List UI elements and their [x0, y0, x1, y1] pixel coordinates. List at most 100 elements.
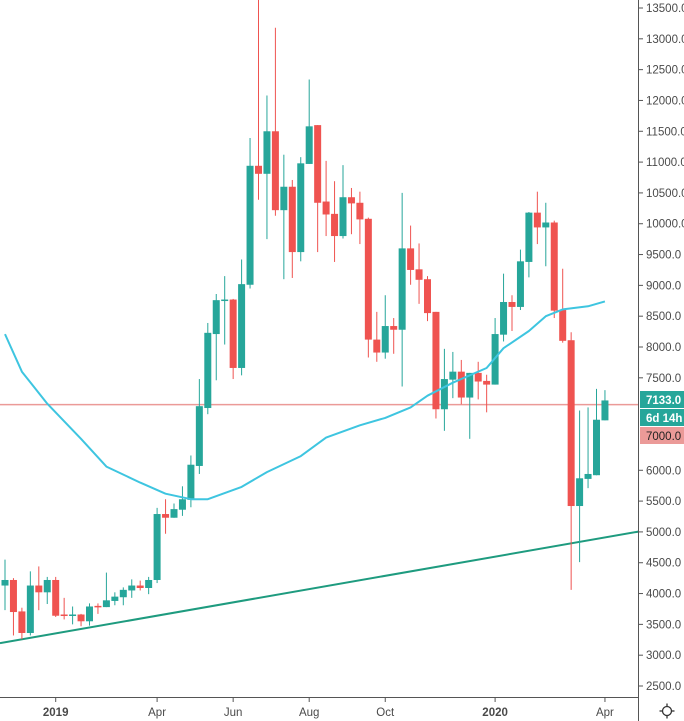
x-tick-label: 2019 [43, 707, 69, 719]
x-tick-label: Apr [596, 707, 614, 719]
y-tick-label: 11000.0 [646, 157, 684, 169]
price-tags: 7133.0 6d 14h 7000.0 [640, 391, 684, 444]
candle-body [60, 614, 68, 617]
candle-down [415, 243, 423, 304]
candle-body [271, 131, 279, 211]
candle-body [212, 300, 220, 335]
candle-down [9, 578, 17, 636]
gear-icon [659, 703, 675, 719]
candle-body [52, 579, 60, 616]
candle-down [567, 332, 575, 590]
candle-body [221, 299, 229, 302]
time-axis[interactable]: 2019 Apr Jun Aug Oct 2020 Apr [43, 697, 614, 719]
candle-body [550, 222, 558, 311]
y-tick-label: 7500.0 [646, 373, 681, 385]
candle-body [474, 372, 482, 382]
last-price-label: 7133.0 [646, 395, 681, 407]
candle-down [77, 613, 85, 627]
candle-body [86, 606, 93, 622]
candle-up [516, 249, 524, 311]
candle-down [322, 160, 330, 237]
candle-body [559, 310, 567, 341]
candle-body [516, 261, 524, 307]
candle-up [280, 154, 288, 280]
candle-up [491, 318, 499, 385]
plot-layer [0, 0, 638, 645]
candle-body [449, 371, 457, 380]
candle-body [77, 614, 85, 622]
candle-body [119, 589, 127, 598]
candle-body [229, 299, 237, 368]
candle-down [35, 566, 43, 611]
candle-up [466, 372, 474, 439]
candle-down [52, 576, 60, 617]
x-tick-label: 2020 [482, 707, 508, 719]
candle-up [525, 212, 533, 278]
candle-down [364, 217, 372, 358]
candle-body [398, 248, 406, 330]
candle-up [170, 503, 178, 518]
candle-up [26, 571, 34, 636]
candle-body [35, 585, 43, 593]
candle-body [26, 585, 34, 633]
candle-up [43, 576, 51, 605]
trendline [0, 530, 638, 645]
candle-body [533, 212, 541, 228]
candle-body [280, 186, 288, 211]
y-tick-label: 5500.0 [646, 496, 681, 508]
candle-body [136, 585, 144, 588]
candle-body [1, 579, 9, 586]
candle-body [195, 406, 203, 466]
candle-down [424, 276, 431, 322]
candle-body [440, 379, 448, 410]
plot-area [0, 0, 638, 645]
y-tick-label: 8500.0 [646, 311, 681, 323]
candle-body [542, 222, 550, 228]
candle-up [102, 572, 110, 608]
candle-down [508, 295, 516, 331]
y-tick-label: 9500.0 [646, 250, 681, 262]
candle-body [246, 165, 254, 285]
price-axis[interactable]: 13500.0 13000.0 12500.0 12000.0 11500.0 11000… [638, 3, 684, 693]
y-tick-label: 5000.0 [646, 527, 681, 539]
candle-up [584, 407, 592, 489]
candle-body [102, 600, 110, 608]
candle-down [390, 318, 398, 354]
candle-up [449, 351, 457, 399]
candle-body [18, 611, 26, 633]
candle-body [94, 605, 102, 608]
candle-up [263, 95, 271, 240]
candle-body [525, 212, 533, 262]
candle-body [255, 165, 262, 174]
candle-up [440, 348, 448, 431]
candle-down [474, 361, 482, 400]
candle-body [500, 302, 508, 335]
candle-body [297, 163, 305, 253]
y-tick-label: 4500.0 [646, 558, 681, 570]
candle-down [432, 311, 440, 419]
y-tick-label: 12000.0 [646, 95, 684, 107]
candle-up [500, 273, 508, 342]
candle-body [593, 419, 600, 476]
candle-body [288, 186, 296, 253]
candle-down [229, 298, 237, 380]
candle-body [576, 478, 584, 507]
candle-up [246, 138, 254, 289]
horizontal-line-tag: 7000.0 [640, 427, 684, 444]
candle-body [457, 371, 465, 398]
candle-down [331, 181, 339, 262]
candle-up [204, 322, 212, 415]
candle-down [533, 191, 541, 245]
candle-up [238, 259, 246, 376]
candle-body [601, 400, 609, 421]
candle-body [567, 340, 575, 507]
candle-up [212, 293, 220, 381]
settings-button[interactable] [659, 703, 675, 719]
candle-up [111, 592, 119, 606]
candle-body [415, 269, 423, 280]
y-tick-label: 3000.0 [646, 650, 681, 662]
candle-body [111, 596, 119, 601]
y-tick-label: 10000.0 [646, 219, 684, 231]
candle-down [457, 359, 465, 405]
